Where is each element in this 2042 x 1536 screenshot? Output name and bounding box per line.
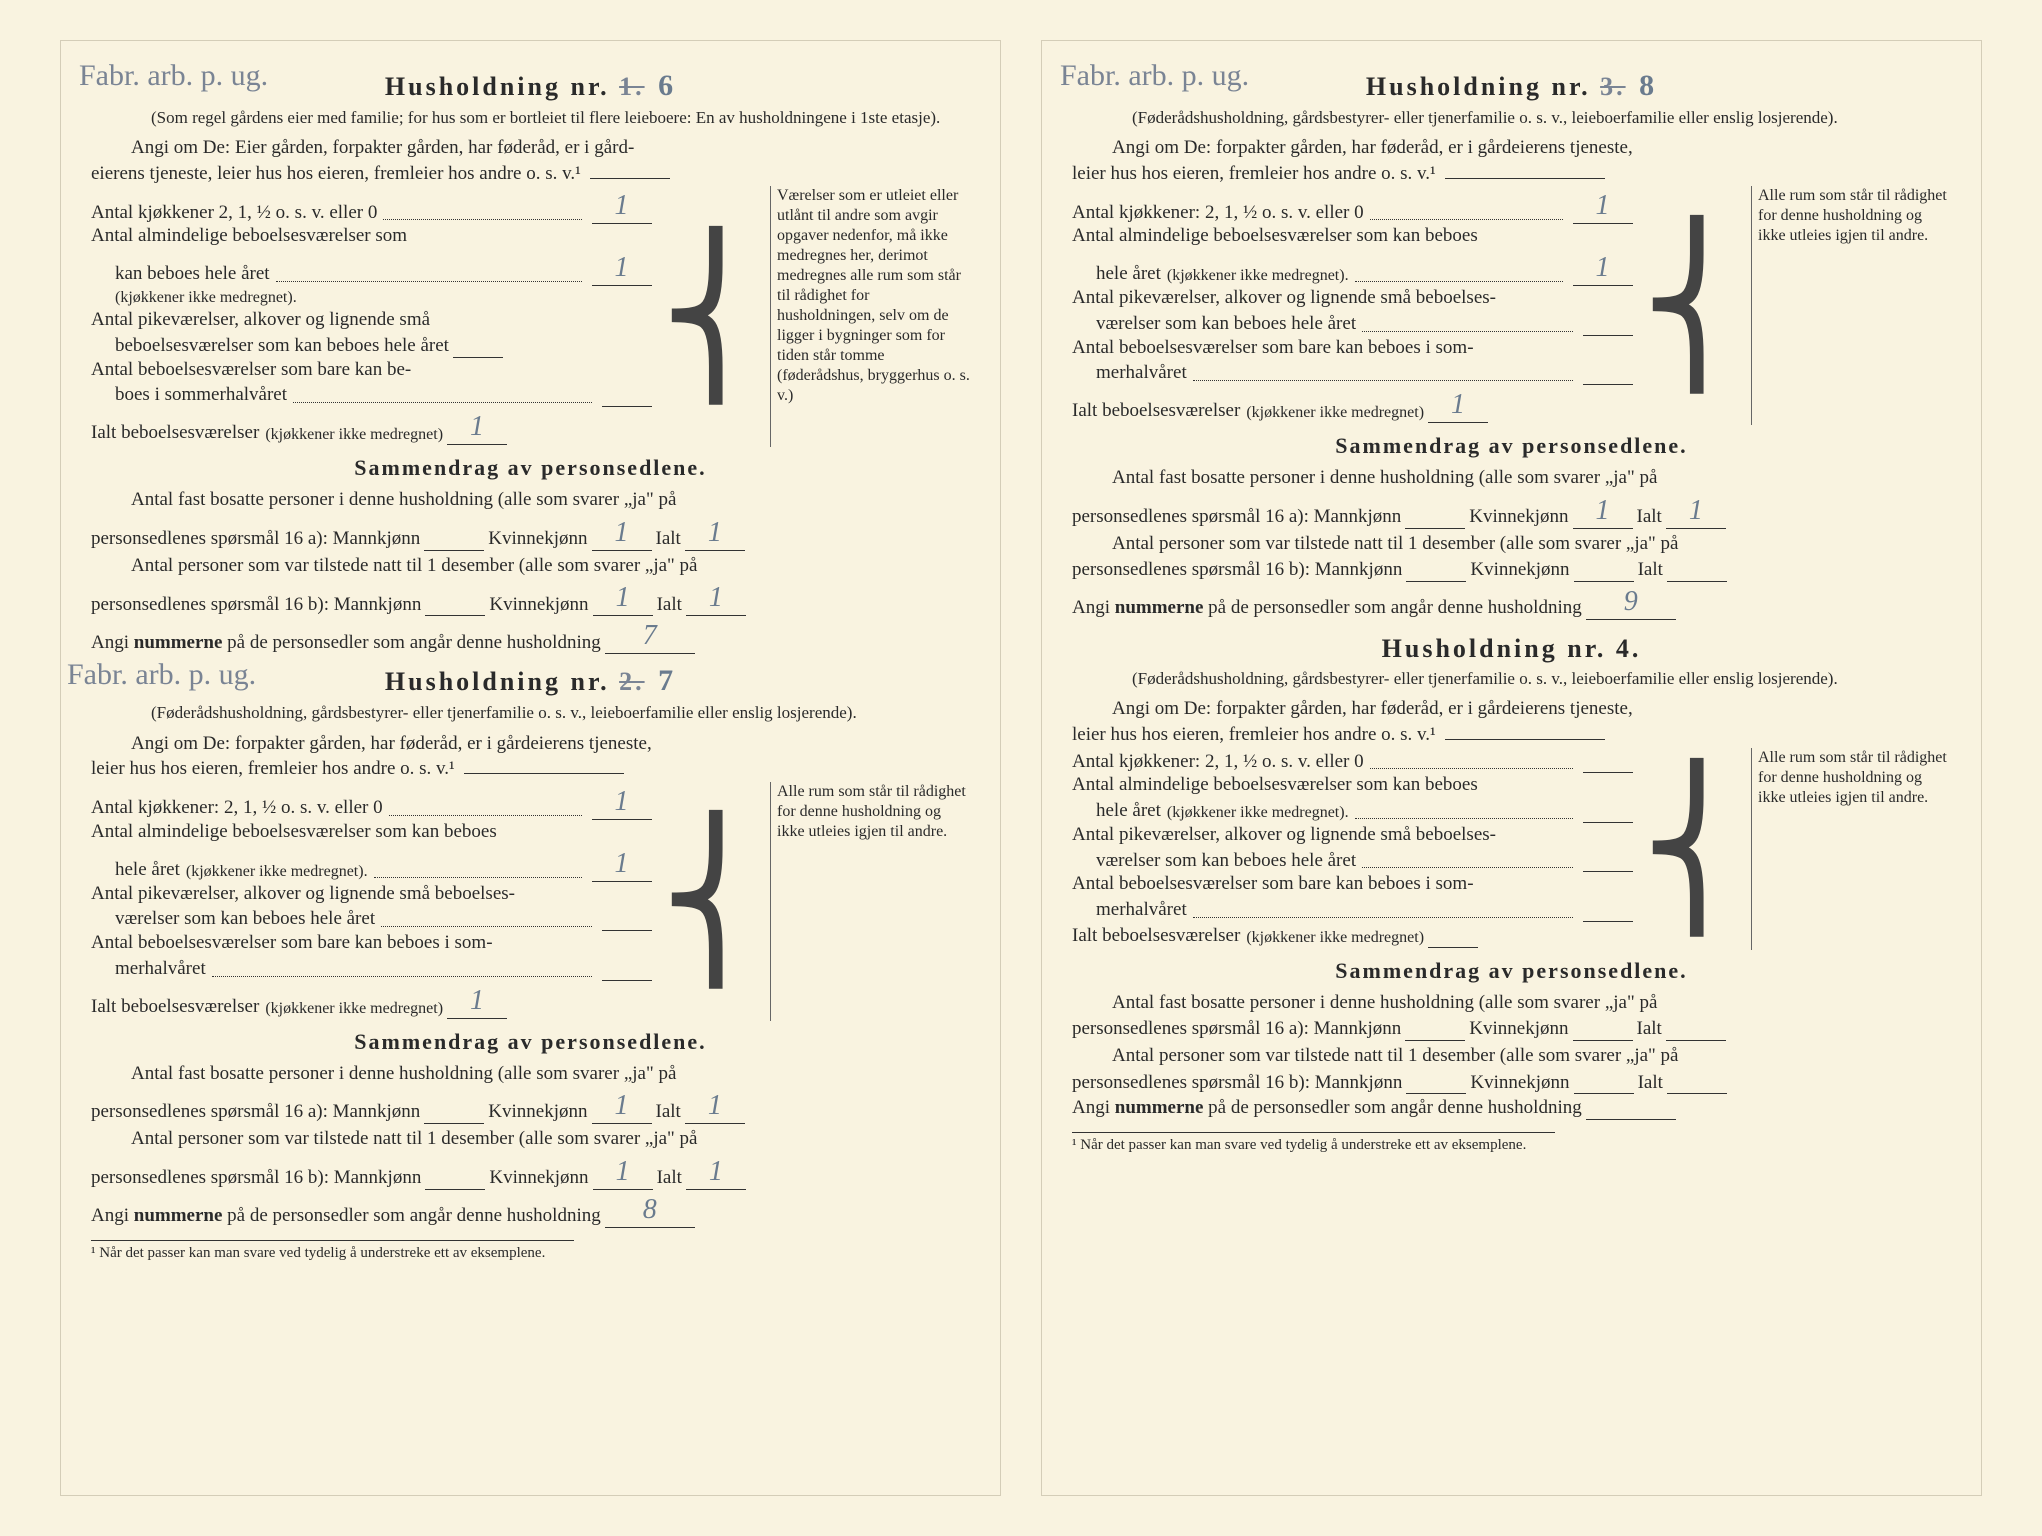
household-2: Fabr. arb. p. ug. Husholdning nr. 2. 7 (… bbox=[91, 664, 970, 1227]
brace-icon: ⎨ bbox=[1641, 804, 1754, 894]
persons-summary-title: Sammendrag av personsedlene. bbox=[1072, 433, 1951, 459]
handwritten-annotation: Fabr. arb. p. ug. bbox=[67, 658, 256, 692]
household-note: (Føderådshusholdning, gårdsbestyrer- ell… bbox=[91, 702, 970, 724]
left-page: Fabr. arb. p. ug. Husholdning nr. 1. 6 (… bbox=[60, 40, 1001, 1496]
room-questions-block: Antal kjøkkener: 2, 1, ½ o. s. v. eller … bbox=[1072, 748, 1951, 950]
instruction: Angi om De: Eier gården, forpakter gårde… bbox=[91, 135, 970, 186]
instruction: Angi om De: forpakter gården, har føderå… bbox=[1072, 696, 1951, 747]
brace-icon: ⎨ bbox=[660, 856, 773, 946]
instruction: Angi om De: forpakter gården, har føderå… bbox=[1072, 135, 1951, 186]
footnote: ¹ Når det passer kan man svare ved tydel… bbox=[91, 1240, 574, 1262]
persons-summary: Antal fast bosatte personer i denne hush… bbox=[91, 1061, 970, 1228]
persons-summary: Antal fast bosatte personer i denne hush… bbox=[1072, 465, 1951, 620]
household-4: Husholdning nr. 4. (Føderådshusholdning,… bbox=[1072, 634, 1951, 1120]
persons-summary-title: Sammendrag av personsedlene. bbox=[91, 455, 970, 481]
sidebox-note: Alle rum som står til rådighet for denne… bbox=[1751, 186, 1951, 425]
persons-summary-title: Sammendrag av personsedlene. bbox=[1072, 958, 1951, 984]
room-questions-block: Antal kjøkkener 2, 1, ½ o. s. v. eller 0… bbox=[91, 186, 970, 447]
sidebox-note: Alle rum som står til rådighet for denne… bbox=[1751, 748, 1951, 950]
instruction: Angi om De: forpakter gården, har føderå… bbox=[91, 731, 970, 782]
household-1: Husholdning nr. 1. 6 (Som regel gårdens … bbox=[91, 69, 970, 654]
sidebox-note: Alle rum som står til rådighet for denne… bbox=[770, 782, 970, 1021]
footnote: ¹ Når det passer kan man svare ved tydel… bbox=[1072, 1132, 1555, 1154]
sidebox-note: Værelser som er utleiet eller utlånt til… bbox=[770, 186, 970, 447]
room-questions-block: Antal kjøkkener: 2, 1, ½ o. s. v. eller … bbox=[91, 782, 970, 1021]
household-note: (Som regel gårdens eier med familie; for… bbox=[91, 107, 970, 129]
persons-summary: Antal fast bosatte personer i denne hush… bbox=[1072, 990, 1951, 1121]
persons-summary-title: Sammendrag av personsedlene. bbox=[91, 1029, 970, 1055]
right-page: Fabr. arb. p. ug. Husholdning nr. 3. 8 (… bbox=[1041, 40, 1982, 1496]
brace-icon: ⎨ bbox=[1641, 261, 1754, 351]
persons-summary: Antal fast bosatte personer i denne hush… bbox=[91, 487, 970, 654]
household-note: (Føderådshusholdning, gårdsbestyrer- ell… bbox=[1072, 668, 1951, 690]
household-note: (Føderådshusholdning, gårdsbestyrer- ell… bbox=[1072, 107, 1951, 129]
household-title: Husholdning nr. 4. bbox=[1072, 634, 1951, 664]
room-questions-block: Antal kjøkkener: 2, 1, ½ o. s. v. eller … bbox=[1072, 186, 1951, 425]
handwritten-annotation: Fabr. arb. p. ug. bbox=[1060, 59, 1249, 93]
handwritten-annotation: Fabr. arb. p. ug. bbox=[79, 59, 268, 93]
brace-icon: ⎨ bbox=[660, 272, 773, 362]
household-3: Husholdning nr. 3. 8 (Føderådshusholdnin… bbox=[1072, 69, 1951, 620]
